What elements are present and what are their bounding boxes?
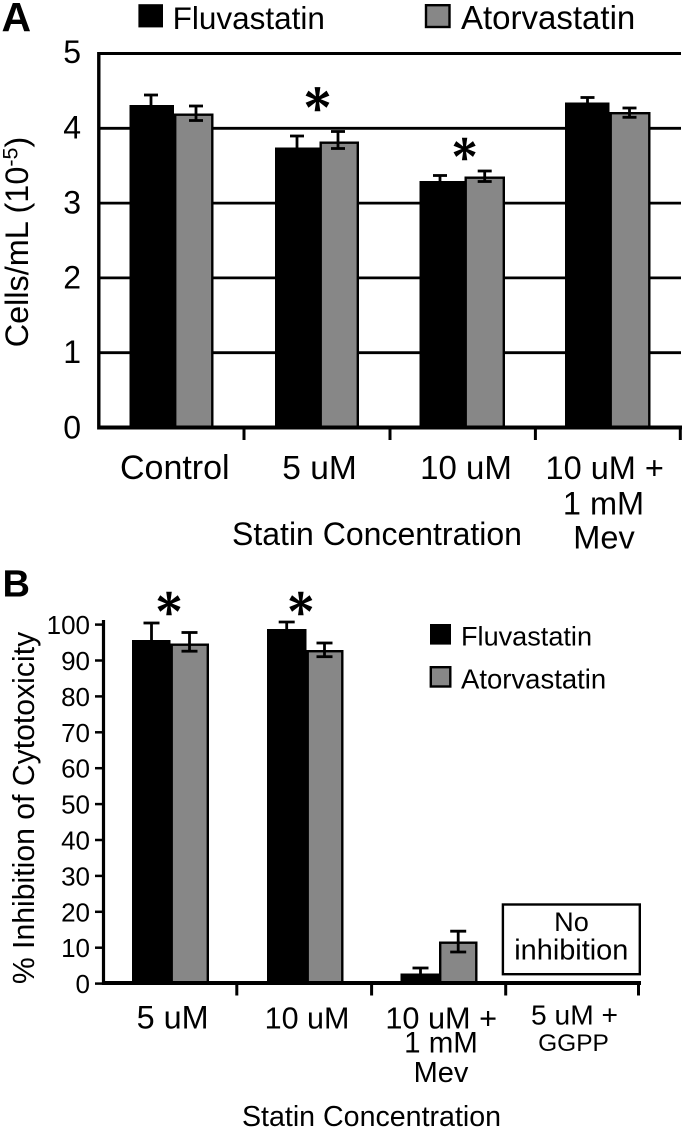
svg-text:90: 90 bbox=[61, 646, 90, 676]
svg-text:5 uM: 5 uM bbox=[137, 1000, 209, 1036]
svg-text:Control: Control bbox=[120, 449, 230, 487]
svg-text:inhibition: inhibition bbox=[514, 935, 628, 967]
svg-text:1 mM: 1 mM bbox=[404, 1027, 478, 1060]
svg-text:0: 0 bbox=[63, 409, 81, 445]
svg-text:1 mM: 1 mM bbox=[563, 486, 644, 522]
svg-text:Atorvastatin: Atorvastatin bbox=[461, 0, 635, 36]
svg-text:1: 1 bbox=[63, 334, 81, 370]
svg-text:5 uM +: 5 uM + bbox=[531, 999, 618, 1031]
svg-text:A: A bbox=[2, 0, 32, 40]
svg-text:Statin Concentration: Statin Concentration bbox=[242, 1101, 501, 1133]
svg-text:100: 100 bbox=[47, 610, 90, 640]
svg-text:5: 5 bbox=[63, 34, 81, 70]
svg-text:Cells/mL (10-5): Cells/mL (10-5) bbox=[0, 137, 35, 348]
svg-text:40: 40 bbox=[61, 826, 90, 856]
svg-text:10 uM: 10 uM bbox=[265, 1002, 350, 1036]
svg-text:80: 80 bbox=[61, 682, 90, 712]
svg-text:30: 30 bbox=[61, 861, 90, 891]
svg-text:10 uM: 10 uM bbox=[420, 449, 512, 486]
svg-text:4: 4 bbox=[63, 110, 81, 146]
svg-text:Atorvastatin: Atorvastatin bbox=[461, 663, 606, 694]
svg-text:2: 2 bbox=[63, 259, 81, 295]
svg-text:GGPP: GGPP bbox=[538, 1030, 609, 1057]
svg-text:% Inhibition of Cytotoxicity: % Inhibition of Cytotoxicity bbox=[8, 631, 41, 984]
svg-text:Mev: Mev bbox=[414, 1057, 469, 1089]
svg-text:10: 10 bbox=[61, 933, 90, 963]
svg-text:Statin Concentration: Statin Concentration bbox=[232, 516, 522, 552]
svg-text:Mev: Mev bbox=[573, 520, 635, 556]
svg-text:70: 70 bbox=[61, 718, 90, 748]
svg-text:Fluvastatin: Fluvastatin bbox=[461, 621, 592, 652]
svg-text:Fluvastatin: Fluvastatin bbox=[173, 0, 325, 36]
svg-text:No: No bbox=[554, 906, 589, 937]
svg-text:10 uM +: 10 uM + bbox=[385, 1001, 497, 1036]
svg-text:3: 3 bbox=[63, 184, 81, 220]
svg-text:B: B bbox=[3, 564, 30, 606]
svg-text:50: 50 bbox=[61, 790, 90, 820]
svg-text:10 uM +: 10 uM + bbox=[546, 450, 664, 486]
svg-text:20: 20 bbox=[61, 897, 90, 927]
svg-text:5 uM: 5 uM bbox=[282, 450, 356, 487]
svg-text:0: 0 bbox=[76, 969, 90, 999]
svg-text:60: 60 bbox=[61, 754, 90, 784]
